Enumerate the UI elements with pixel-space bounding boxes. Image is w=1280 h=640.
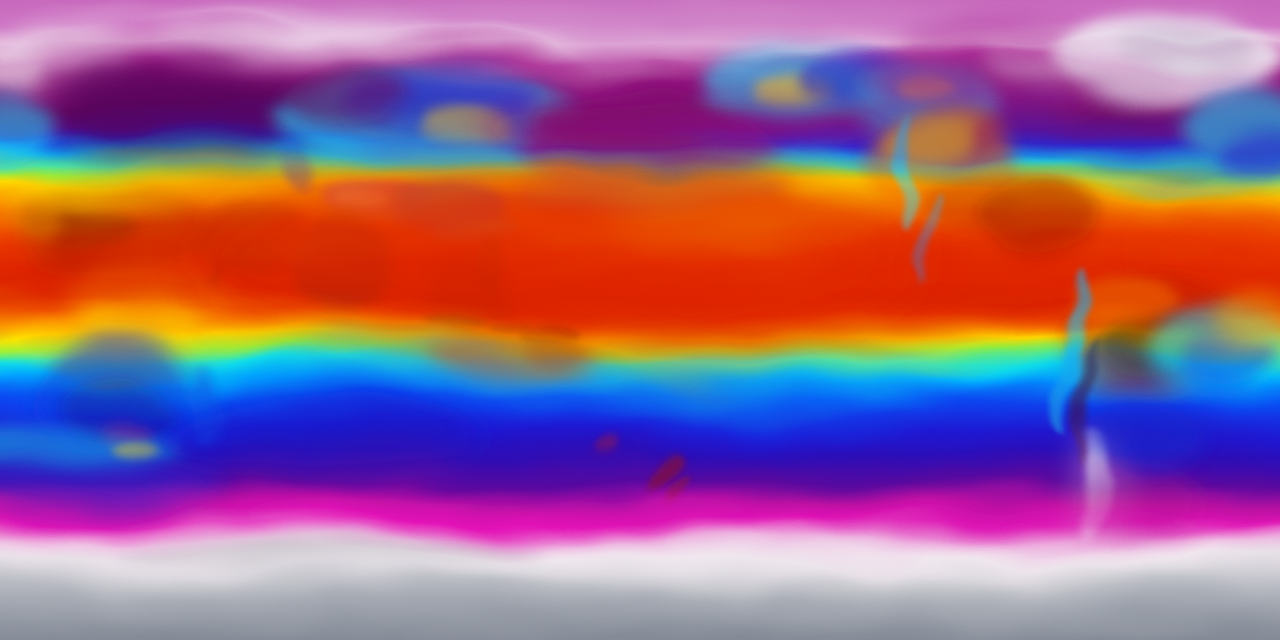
temperature-field-svg: [0, 0, 1280, 640]
noise-texture-overlay: [0, 0, 1280, 640]
screenshot-root: [0, 0, 1280, 640]
global-temperature-map: [0, 0, 1280, 640]
